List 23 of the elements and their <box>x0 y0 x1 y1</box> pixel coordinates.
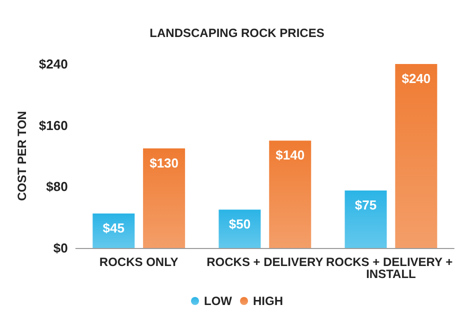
data-label: $45 <box>102 220 124 236</box>
bar <box>92 214 135 248</box>
y-axis-title: COST PER TON <box>15 111 29 201</box>
bar <box>344 190 387 248</box>
y-tick-label: $80 <box>46 179 68 194</box>
legend-label: HIGH <box>252 294 283 308</box>
data-label: $240 <box>402 71 431 86</box>
data-label: $75 <box>354 198 377 212</box>
y-tick-label: $240 <box>38 56 68 72</box>
data-label: $130 <box>150 155 179 170</box>
x-tick-label: ROCKS ONLY <box>99 255 178 269</box>
legend-label: LOW <box>204 294 233 308</box>
bar <box>395 64 438 248</box>
chart-title: LANDSCAPING ROCK PRICES <box>150 26 324 40</box>
x-tick-label: ROCKS + DELIVERY <box>206 255 324 269</box>
y-tick-label: $160 <box>38 118 68 133</box>
x-tick-label: ROCKS + DELIVERY + INSTALL <box>326 255 456 281</box>
bar <box>218 210 261 248</box>
y-tick-label: $0 <box>53 240 68 256</box>
data-label: $50 <box>228 216 251 232</box>
bar <box>143 148 186 248</box>
data-label: $140 <box>276 148 305 163</box>
bar <box>269 140 312 248</box>
